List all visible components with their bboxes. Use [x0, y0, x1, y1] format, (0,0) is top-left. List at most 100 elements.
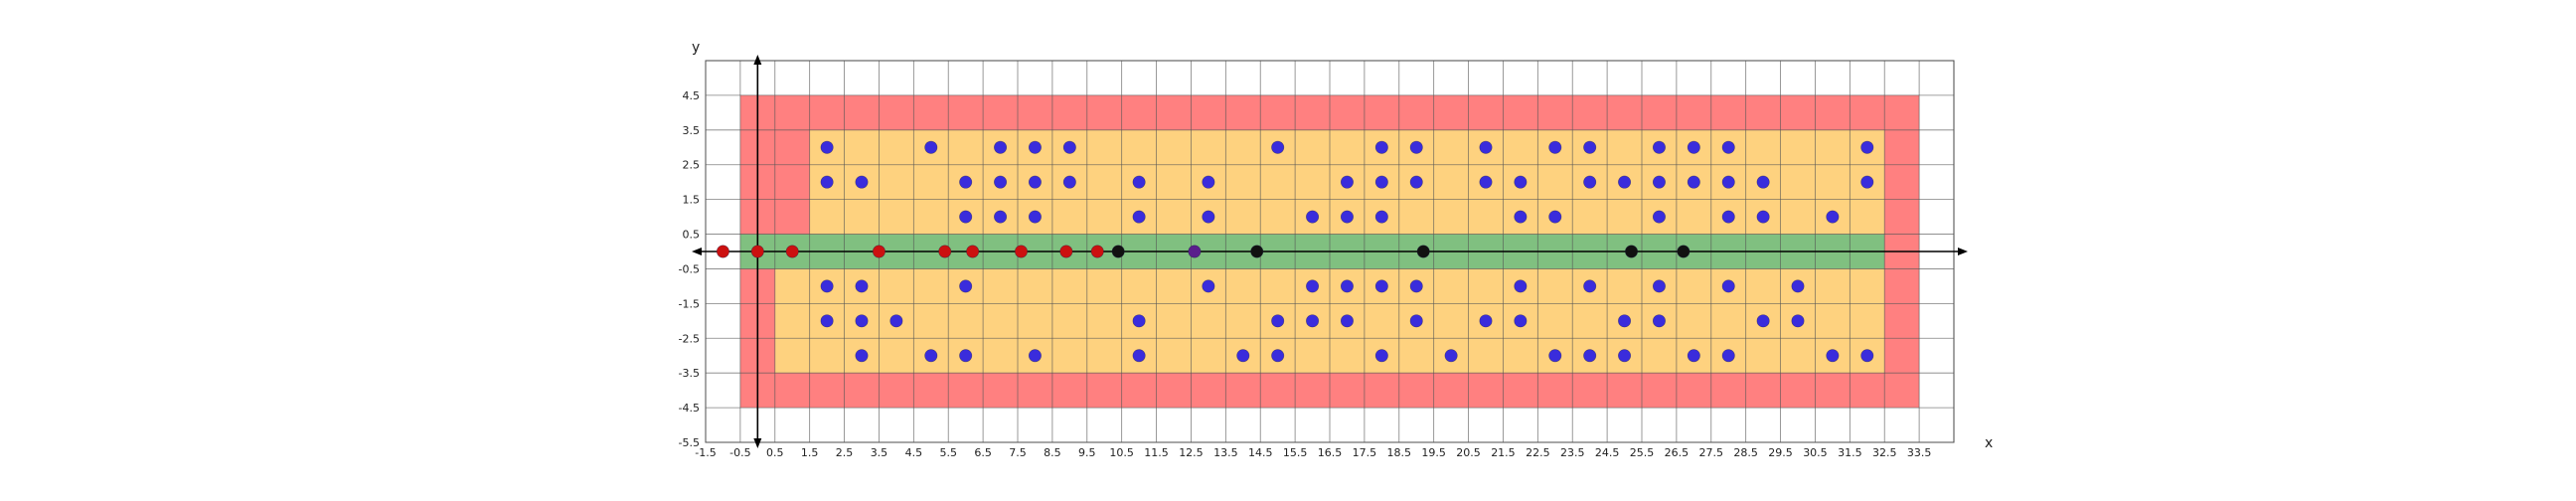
grid-point	[1409, 314, 1423, 328]
x-tick-label: 6.5	[974, 446, 992, 459]
y-tick-label: -3.5	[679, 367, 700, 380]
grid-point	[1756, 210, 1770, 224]
grid-point	[1202, 279, 1215, 293]
red-point	[1090, 245, 1104, 258]
x-tick-label: 3.5	[871, 446, 888, 459]
grid-point	[1791, 279, 1805, 293]
grid-point	[1306, 314, 1320, 328]
grid-point	[1132, 349, 1146, 363]
grid-point	[889, 314, 903, 328]
grid-point	[820, 314, 834, 328]
grid-point	[1306, 279, 1320, 293]
grid-point	[959, 175, 973, 189]
grid-point	[1687, 349, 1700, 363]
grid-point	[959, 210, 973, 224]
y-tick-label: 2.5	[683, 159, 701, 172]
x-tick-label: 12.5	[1179, 446, 1204, 459]
x-tick-label: 11.5	[1144, 446, 1169, 459]
grid-point	[1860, 349, 1874, 363]
grid-point	[1479, 140, 1493, 154]
grid-point	[1652, 140, 1666, 154]
grid-point	[1236, 349, 1250, 363]
grid-point	[1687, 140, 1700, 154]
y-tick-label: -0.5	[679, 262, 700, 275]
black-point	[1111, 245, 1125, 258]
x-tick-label: 13.5	[1213, 446, 1238, 459]
x-axis-arrow-left	[692, 248, 702, 255]
grid-point	[1618, 314, 1632, 328]
grid-point	[1271, 314, 1285, 328]
grid-point	[855, 314, 869, 328]
grid-point	[1340, 175, 1354, 189]
x-tick-label: 14.5	[1248, 446, 1273, 459]
x-tick-label: 21.5	[1491, 446, 1516, 459]
grid-point	[1409, 175, 1423, 189]
grid-point	[1721, 279, 1735, 293]
x-tick-label: 22.5	[1526, 446, 1550, 459]
grid-point	[1271, 349, 1285, 363]
grid-point	[1479, 175, 1493, 189]
x-tick-label: 0.5	[766, 446, 784, 459]
grid-point	[1652, 279, 1666, 293]
x-tick-label: 30.5	[1803, 446, 1828, 459]
x-tick-label: 8.5	[1044, 446, 1061, 459]
x-tick-label: 31.5	[1838, 446, 1862, 459]
x-tick-label: 18.5	[1387, 446, 1412, 459]
grid-point	[1374, 349, 1388, 363]
y-tick-label: -4.5	[679, 402, 700, 415]
grid-point	[994, 140, 1008, 154]
grid-point	[1306, 210, 1320, 224]
grid-point	[1028, 210, 1042, 224]
x-tick-label: -0.5	[729, 446, 750, 459]
x-tick-label: 17.5	[1353, 446, 1377, 459]
grid-point	[1062, 140, 1076, 154]
grid-point	[994, 175, 1008, 189]
grid-point	[1791, 314, 1805, 328]
x-tick-label: 23.5	[1560, 446, 1585, 459]
purple-point	[1188, 245, 1202, 258]
points	[716, 140, 1874, 363]
grid-point	[1548, 140, 1562, 154]
x-tick-label: 1.5	[801, 446, 819, 459]
red-point	[1014, 245, 1028, 258]
x-axis-label: x	[1985, 435, 1993, 451]
grid-point	[1028, 349, 1042, 363]
grid-point	[1826, 210, 1840, 224]
grid-point	[855, 175, 869, 189]
y-tick-label: 4.5	[683, 89, 701, 102]
x-tick-label: 4.5	[905, 446, 923, 459]
x-tick-label: 7.5	[1009, 446, 1027, 459]
y-tick-label: 3.5	[683, 124, 701, 137]
grid-point	[1514, 314, 1528, 328]
grid-point	[924, 140, 938, 154]
grid-point	[820, 175, 834, 189]
x-tick-label: 16.5	[1318, 446, 1343, 459]
black-point	[1677, 245, 1690, 258]
grid-point	[959, 279, 973, 293]
grid-point	[1444, 349, 1458, 363]
grid-point	[1583, 349, 1597, 363]
x-tick-label: 9.5	[1078, 446, 1096, 459]
x-axis-arrow-right	[1958, 248, 1968, 255]
grid-point	[1721, 210, 1735, 224]
grid-point	[959, 349, 973, 363]
grid-point	[1374, 210, 1388, 224]
grid-point	[1202, 175, 1215, 189]
y-tick-label: 1.5	[683, 194, 701, 207]
x-tick-label: -1.5	[695, 446, 716, 459]
grid-point	[1583, 279, 1597, 293]
grid-point	[1721, 140, 1735, 154]
grid-point	[1548, 210, 1562, 224]
x-tick-label: 15.5	[1283, 446, 1308, 459]
grid-point	[1514, 175, 1528, 189]
y-tick-label: -1.5	[679, 297, 700, 310]
grid-point	[1132, 314, 1146, 328]
grid-point	[1721, 175, 1735, 189]
y-axis-label: y	[692, 40, 700, 56]
grid-point	[820, 140, 834, 154]
grid-point	[924, 349, 938, 363]
x-tick-label: 26.5	[1665, 446, 1690, 459]
x-tick-label: 33.5	[1907, 446, 1932, 459]
red-point	[1059, 245, 1073, 258]
